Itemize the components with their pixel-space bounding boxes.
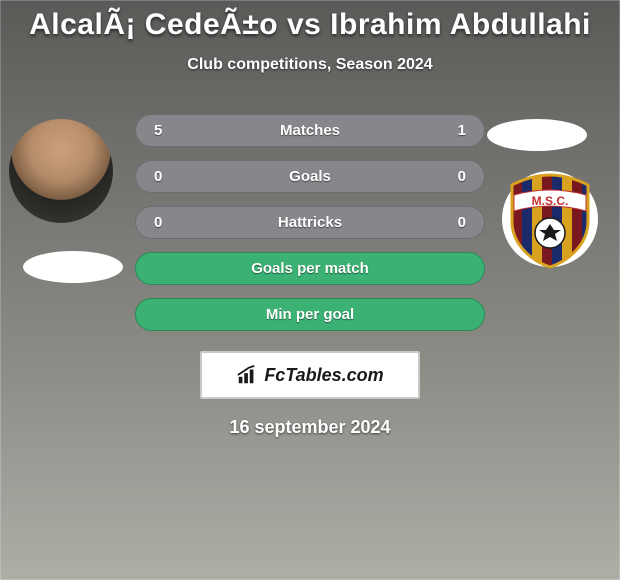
stat-bar-matches: 5 Matches 1 (135, 114, 485, 147)
stat-left-value: 5 (154, 122, 184, 139)
player1-club-ellipse (23, 251, 123, 283)
stat-bar-min-per-goal: Min per goal (135, 298, 485, 331)
stat-left-value: 0 (154, 214, 184, 231)
club-badge-svg: M.S.C. (500, 169, 600, 269)
page-title: AlcalÃ¡ CedeÃ±o vs Ibrahim Abdullahi (0, 8, 620, 42)
stat-label: Min per goal (184, 306, 436, 323)
date-text: 16 september 2024 (0, 417, 620, 438)
stat-bar-goals-per-match: Goals per match (135, 252, 485, 285)
badge-text: M.S.C. (532, 194, 569, 208)
stat-bars: 5 Matches 1 0 Goals 0 0 Hattricks 0 Goal… (135, 114, 485, 331)
stat-right-value: 0 (436, 168, 466, 185)
content-wrapper: AlcalÃ¡ CedeÃ±o vs Ibrahim Abdullahi Clu… (0, 0, 620, 580)
stat-right-value: 1 (436, 122, 466, 139)
player2-club-ellipse (487, 119, 587, 151)
stat-left-value: 0 (154, 168, 184, 185)
subtitle: Club competitions, Season 2024 (0, 56, 620, 74)
main-area: M.S.C. 5 Matches 1 0 Goals 0 0 Hattricks… (0, 114, 620, 438)
watermark-text: FcTables.com (264, 365, 383, 386)
stat-label: Goals per match (184, 260, 436, 277)
watermark-box: FcTables.com (200, 351, 420, 399)
stat-bar-goals: 0 Goals 0 (135, 160, 485, 193)
stat-label: Hattricks (184, 214, 436, 231)
chart-icon (236, 364, 258, 386)
player1-avatar (9, 119, 113, 223)
stat-label: Matches (184, 122, 436, 139)
stat-bar-hattricks: 0 Hattricks 0 (135, 206, 485, 239)
stat-label: Goals (184, 168, 436, 185)
stat-right-value: 0 (436, 214, 466, 231)
player2-club-badge: M.S.C. (500, 169, 600, 269)
